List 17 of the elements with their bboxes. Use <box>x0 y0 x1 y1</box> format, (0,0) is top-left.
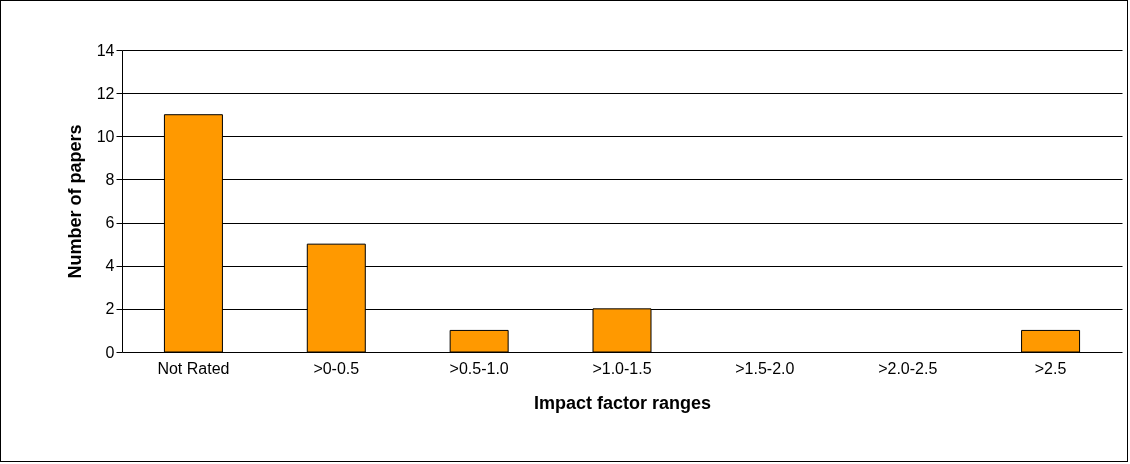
x-tick-label: >0-0.5 <box>313 359 360 377</box>
x-tick-label: >0.5-1.0 <box>449 359 509 377</box>
y-tick-label: 12 <box>96 84 115 102</box>
x-tick-label: >2.0-2.5 <box>878 359 938 377</box>
y-tick-label: 14 <box>96 41 115 59</box>
y-tick-label: 10 <box>96 127 115 145</box>
x-tick-label: >1.5-2.0 <box>735 359 795 377</box>
y-axis-title: Number of papers <box>64 124 85 279</box>
x-tick-label: >1.0-1.5 <box>592 359 652 377</box>
y-tick-label: 0 <box>105 343 115 361</box>
y-tick-label: 2 <box>105 300 115 318</box>
y-tick-label: 4 <box>105 257 115 275</box>
x-tick-label: Not Rated <box>157 359 230 377</box>
x-tick-label: >2.5 <box>1034 359 1067 377</box>
x-axis-title: Impact factor ranges <box>533 392 712 413</box>
y-tick-label: 8 <box>105 170 115 188</box>
y-tick-label: 6 <box>105 214 115 232</box>
